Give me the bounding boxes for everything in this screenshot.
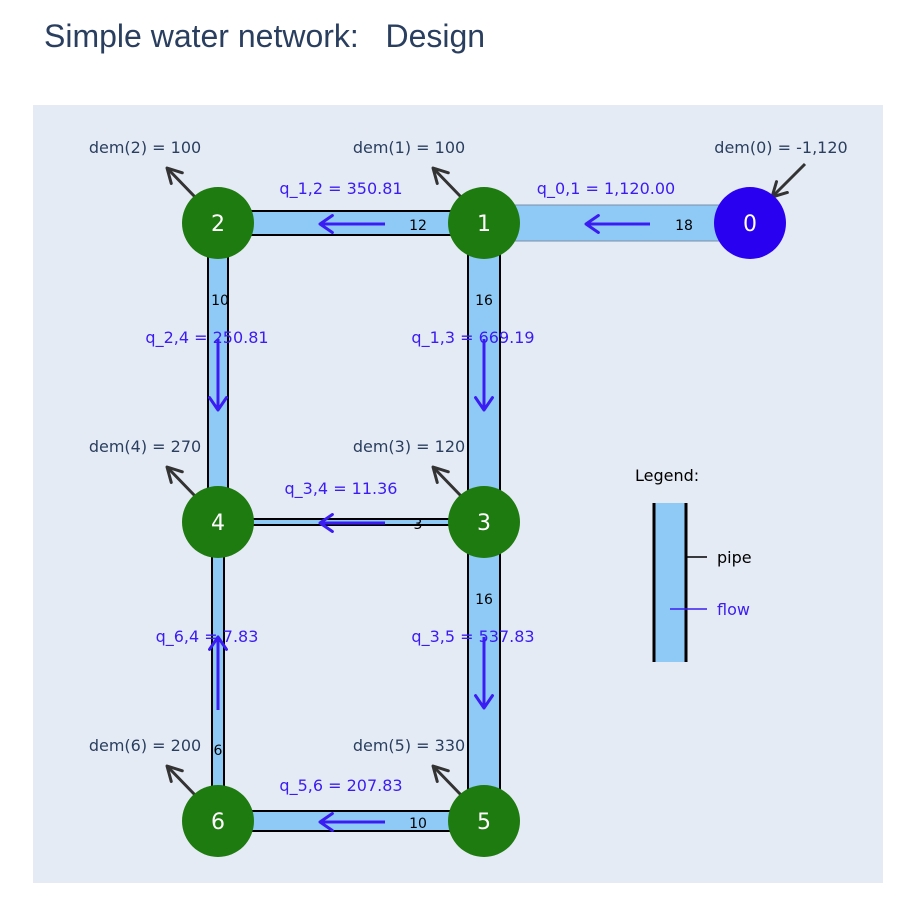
pipe-diameter-label: 16 (475, 592, 493, 608)
demand-label: dem(0) = -1,120 (714, 138, 847, 157)
demand-label: dem(5) = 330 (353, 736, 465, 755)
demand-label: dem(2) = 100 (89, 138, 201, 157)
demand-arrow-head (165, 764, 184, 783)
node-5: 5 (448, 785, 520, 857)
node-label: 2 (211, 212, 225, 237)
demand-arrow-head (431, 764, 450, 783)
demand-arrow-shaft (165, 764, 198, 798)
demand-1: dem(1) = 100 (353, 138, 465, 200)
demand-arrow-head (165, 465, 184, 484)
node-label: 5 (477, 810, 491, 835)
node-circle (448, 785, 520, 857)
node-label: 3 (477, 511, 491, 536)
node-label: 0 (743, 212, 757, 237)
demand-2: dem(2) = 100 (89, 138, 201, 200)
demand-label: dem(3) = 120 (353, 437, 465, 456)
flow-arrow-5-6 (318, 812, 385, 832)
demand-label: dem(6) = 200 (89, 736, 201, 755)
page-title: Simple water network: Design (44, 18, 486, 54)
pipe-flow-label: q_6,4 = 7.83 (156, 627, 259, 647)
pipe-flow-label: q_2,4 = 250.81 (145, 328, 268, 348)
legend: Legend: pipe flow (635, 466, 752, 662)
demand-arrow-shaft (431, 764, 464, 798)
demand-arrow-shaft (431, 166, 464, 200)
node-1: 1 (448, 187, 520, 259)
flow-arrow-head (318, 812, 334, 832)
legend-pipe-swatch (654, 503, 686, 662)
pipe-diameter-label: 12 (409, 218, 427, 234)
pipe-flow-label: q_3,5 = 537.83 (411, 627, 534, 647)
node-0: 0 (714, 187, 786, 259)
pipe-diameter-label: 3 (414, 517, 423, 533)
node-label: 1 (477, 212, 491, 237)
node-circle (448, 486, 520, 558)
demand-arrow-shaft (165, 166, 198, 200)
node-circle (182, 187, 254, 259)
flow-arrow-head (474, 694, 494, 710)
flow-arrow-3-4 (318, 513, 385, 533)
demand-label: dem(4) = 270 (89, 437, 201, 456)
demand-4: dem(4) = 270 (89, 437, 201, 499)
demand-6: dem(6) = 200 (89, 736, 201, 798)
pipe-diameter-label: 6 (214, 743, 223, 759)
flow-arrow-1-3 (474, 339, 494, 412)
pipe-flow-label: q_3,4 = 11.36 (285, 479, 398, 499)
node-label: 6 (211, 810, 225, 835)
flow-arrow-3-5 (474, 637, 494, 710)
demand-label: dem(1) = 100 (353, 138, 465, 157)
legend-pipe-label: pipe (717, 548, 752, 567)
demand-5: dem(5) = 330 (353, 736, 465, 798)
pipe-flow-label: q_1,3 = 669.19 (411, 328, 534, 348)
node-circle (448, 187, 520, 259)
node-2: 2 (182, 187, 254, 259)
demand-arrow-shaft (165, 465, 198, 499)
node-circle (182, 785, 254, 857)
demand-3: dem(3) = 120 (353, 437, 465, 499)
flow-arrow-head (318, 513, 334, 533)
demand-arrow-head (165, 166, 184, 185)
legend-flow-label: flow (717, 600, 750, 619)
flow-arrow-2-4 (208, 339, 228, 412)
demand-arrow-head (431, 465, 450, 484)
legend-title: Legend: (635, 466, 699, 485)
pipe-diameter-label: 18 (675, 218, 693, 234)
node-circle (714, 187, 786, 259)
node-circle (182, 486, 254, 558)
pipe-diameter-label: 10 (409, 816, 427, 832)
pipe-flow-label: q_0,1 = 1,120.00 (537, 179, 675, 199)
pipe-diameter-label: 10 (211, 293, 229, 309)
flow-arrow-head (208, 635, 228, 651)
flow-arrow-head (474, 396, 494, 412)
node-3: 3 (448, 486, 520, 558)
flow-arrow-1-2 (318, 214, 385, 234)
pipe-flow-label: q_5,6 = 207.83 (279, 776, 402, 796)
pipe-flow-label: q_1,2 = 350.81 (279, 179, 402, 199)
flow-arrow-head (208, 396, 228, 412)
node-4: 4 (182, 486, 254, 558)
demand-arrow-shaft (431, 465, 464, 499)
pipe-diameter-label: 16 (475, 293, 493, 309)
node-label: 4 (211, 511, 225, 536)
flow-arrow-0-1 (584, 214, 650, 234)
node-6: 6 (182, 785, 254, 857)
demand-arrow-shaft (770, 162, 807, 199)
demand-arrow-head (431, 166, 450, 185)
flow-arrow-head (584, 214, 600, 234)
flow-arrows-layer (208, 214, 650, 832)
flow-arrow-head (318, 214, 334, 234)
flow-arrow-6-4 (208, 635, 228, 710)
